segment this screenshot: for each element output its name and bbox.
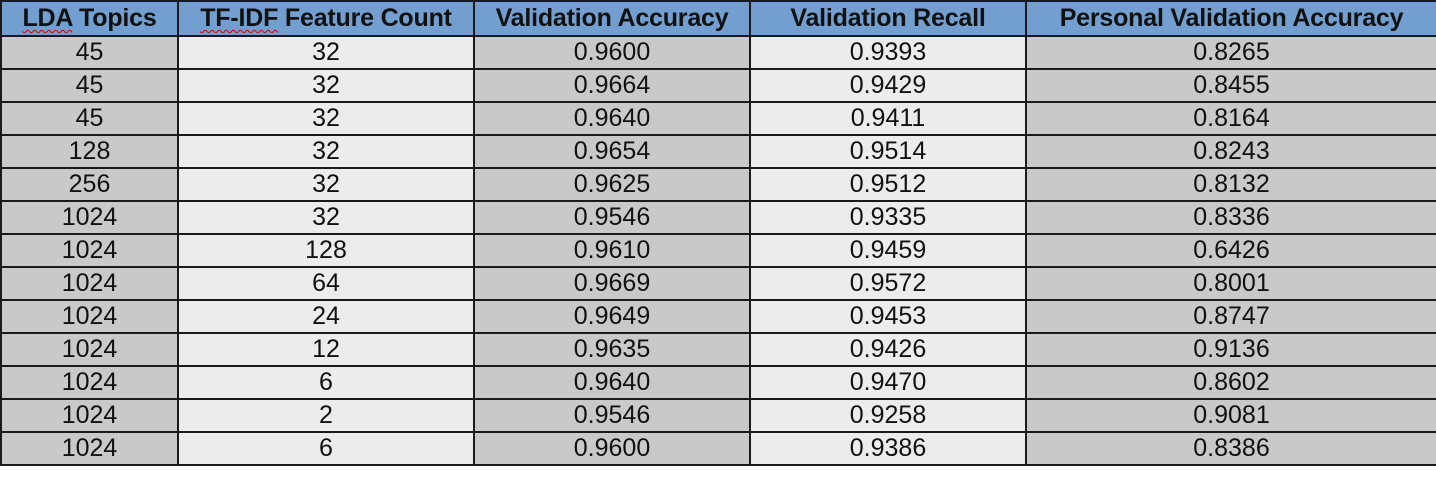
table-row: 45 32 0.9640 0.9411 0.8164	[0, 101, 1436, 136]
cell-validation-recall[interactable]: 0.9426	[749, 332, 1027, 367]
cell-validation-accuracy[interactable]: 0.9654	[473, 134, 751, 169]
cell-tfidf-feature-count[interactable]: 128	[177, 233, 475, 268]
header-personal-validation-accuracy[interactable]: Personal Validation Accuracy	[1025, 0, 1436, 37]
cell-lda-topics[interactable]: 1024	[0, 398, 179, 433]
cell-tfidf-feature-count[interactable]: 24	[177, 299, 475, 334]
cell-validation-recall[interactable]: 0.9393	[749, 35, 1027, 70]
cell-validation-accuracy[interactable]: 0.9640	[473, 101, 751, 136]
table-row: 1024 2 0.9546 0.9258 0.9081	[0, 398, 1436, 433]
cell-lda-topics[interactable]: 1024	[0, 299, 179, 334]
cell-validation-recall[interactable]: 0.9459	[749, 233, 1027, 268]
cell-lda-topics[interactable]: 1024	[0, 266, 179, 301]
cell-validation-accuracy[interactable]: 0.9669	[473, 266, 751, 301]
cell-tfidf-feature-count[interactable]: 64	[177, 266, 475, 301]
table-row: 1024 32 0.9546 0.9335 0.8336	[0, 200, 1436, 235]
cell-personal-validation-accuracy[interactable]: 0.8132	[1025, 167, 1436, 202]
cell-validation-recall[interactable]: 0.9512	[749, 167, 1027, 202]
table-row: 1024 6 0.9640 0.9470 0.8602	[0, 365, 1436, 400]
cell-lda-topics[interactable]: 1024	[0, 200, 179, 235]
cell-validation-recall[interactable]: 0.9429	[749, 68, 1027, 103]
cell-validation-accuracy[interactable]: 0.9635	[473, 332, 751, 367]
cell-tfidf-feature-count[interactable]: 32	[177, 101, 475, 136]
cell-personal-validation-accuracy[interactable]: 0.6426	[1025, 233, 1436, 268]
header-tfidf-feature-count[interactable]: TF-IDF Feature Count	[177, 0, 475, 37]
cell-tfidf-feature-count[interactable]: 6	[177, 365, 475, 400]
table-row: 1024 64 0.9669 0.9572 0.8001	[0, 266, 1436, 301]
table-row: 1024 12 0.9635 0.9426 0.9136	[0, 332, 1436, 367]
cell-tfidf-feature-count[interactable]: 2	[177, 398, 475, 433]
header-tfidf-word: TF-IDF	[200, 4, 279, 32]
cell-lda-topics[interactable]: 1024	[0, 431, 179, 466]
cell-validation-accuracy[interactable]: 0.9546	[473, 200, 751, 235]
cell-personal-validation-accuracy[interactable]: 0.8455	[1025, 68, 1436, 103]
cell-personal-validation-accuracy[interactable]: 0.8243	[1025, 134, 1436, 169]
cell-tfidf-feature-count[interactable]: 32	[177, 68, 475, 103]
cell-validation-recall[interactable]: 0.9258	[749, 398, 1027, 433]
cell-validation-recall[interactable]: 0.9470	[749, 365, 1027, 400]
cell-validation-accuracy[interactable]: 0.9610	[473, 233, 751, 268]
cell-validation-recall[interactable]: 0.9514	[749, 134, 1027, 169]
cell-validation-accuracy[interactable]: 0.9600	[473, 431, 751, 466]
cell-personal-validation-accuracy[interactable]: 0.8602	[1025, 365, 1436, 400]
cell-lda-topics[interactable]: 1024	[0, 233, 179, 268]
table-body: 45 32 0.9600 0.9393 0.8265 45 32 0.9664 0.9429 0.…	[0, 35, 1436, 466]
cell-lda-topics[interactable]: 128	[0, 134, 179, 169]
cell-validation-accuracy[interactable]: 0.9600	[473, 35, 751, 70]
header-lda-topics[interactable]: LDA Topics	[0, 0, 179, 37]
cell-lda-topics[interactable]: 1024	[0, 332, 179, 367]
table-row: 45 32 0.9664 0.9429 0.8455	[0, 68, 1436, 103]
cell-lda-topics[interactable]: 45	[0, 101, 179, 136]
cell-validation-accuracy[interactable]: 0.9625	[473, 167, 751, 202]
cell-tfidf-feature-count[interactable]: 12	[177, 332, 475, 367]
cell-lda-topics[interactable]: 1024	[0, 365, 179, 400]
cell-validation-accuracy[interactable]: 0.9664	[473, 68, 751, 103]
cell-personal-validation-accuracy[interactable]: 0.8386	[1025, 431, 1436, 466]
cell-personal-validation-accuracy[interactable]: 0.8747	[1025, 299, 1436, 334]
cell-validation-accuracy[interactable]: 0.9649	[473, 299, 751, 334]
cell-validation-recall[interactable]: 0.9335	[749, 200, 1027, 235]
cell-personal-validation-accuracy[interactable]: 0.8164	[1025, 101, 1436, 136]
table-row: 45 32 0.9600 0.9393 0.8265	[0, 35, 1436, 70]
cell-personal-validation-accuracy[interactable]: 0.9136	[1025, 332, 1436, 367]
cell-validation-recall[interactable]: 0.9453	[749, 299, 1027, 334]
cell-validation-recall[interactable]: 0.9411	[749, 101, 1027, 136]
cell-personal-validation-accuracy[interactable]: 0.8336	[1025, 200, 1436, 235]
cell-personal-validation-accuracy[interactable]: 0.9081	[1025, 398, 1436, 433]
table-row: 256 32 0.9625 0.9512 0.8132	[0, 167, 1436, 202]
table-row: 1024 6 0.9600 0.9386 0.8386	[0, 431, 1436, 466]
header-validation-recall[interactable]: Validation Recall	[749, 0, 1027, 37]
cell-tfidf-feature-count[interactable]: 32	[177, 167, 475, 202]
cell-lda-topics[interactable]: 45	[0, 35, 179, 70]
header-row: LDA Topics TF-IDF Feature Count Validati…	[0, 0, 1436, 37]
header-feature-count-words: Feature Count	[278, 4, 452, 32]
cell-validation-recall[interactable]: 0.9572	[749, 266, 1027, 301]
cell-lda-topics[interactable]: 256	[0, 167, 179, 202]
header-topics-word: Topics	[72, 4, 157, 32]
cell-lda-topics[interactable]: 45	[0, 68, 179, 103]
header-lda-word: LDA	[22, 4, 73, 32]
cell-validation-accuracy[interactable]: 0.9546	[473, 398, 751, 433]
table-row: 1024 24 0.9649 0.9453 0.8747	[0, 299, 1436, 334]
cell-tfidf-feature-count[interactable]: 32	[177, 134, 475, 169]
table-row: 1024 128 0.9610 0.9459 0.6426	[0, 233, 1436, 268]
cell-personal-validation-accuracy[interactable]: 0.8001	[1025, 266, 1436, 301]
results-table: LDA Topics TF-IDF Feature Count Validati…	[0, 0, 1436, 466]
cell-tfidf-feature-count[interactable]: 32	[177, 200, 475, 235]
cell-tfidf-feature-count[interactable]: 6	[177, 431, 475, 466]
table-row: 128 32 0.9654 0.9514 0.8243	[0, 134, 1436, 169]
cell-validation-accuracy[interactable]: 0.9640	[473, 365, 751, 400]
header-validation-accuracy[interactable]: Validation Accuracy	[473, 0, 751, 37]
cell-tfidf-feature-count[interactable]: 32	[177, 35, 475, 70]
cell-validation-recall[interactable]: 0.9386	[749, 431, 1027, 466]
cell-personal-validation-accuracy[interactable]: 0.8265	[1025, 35, 1436, 70]
